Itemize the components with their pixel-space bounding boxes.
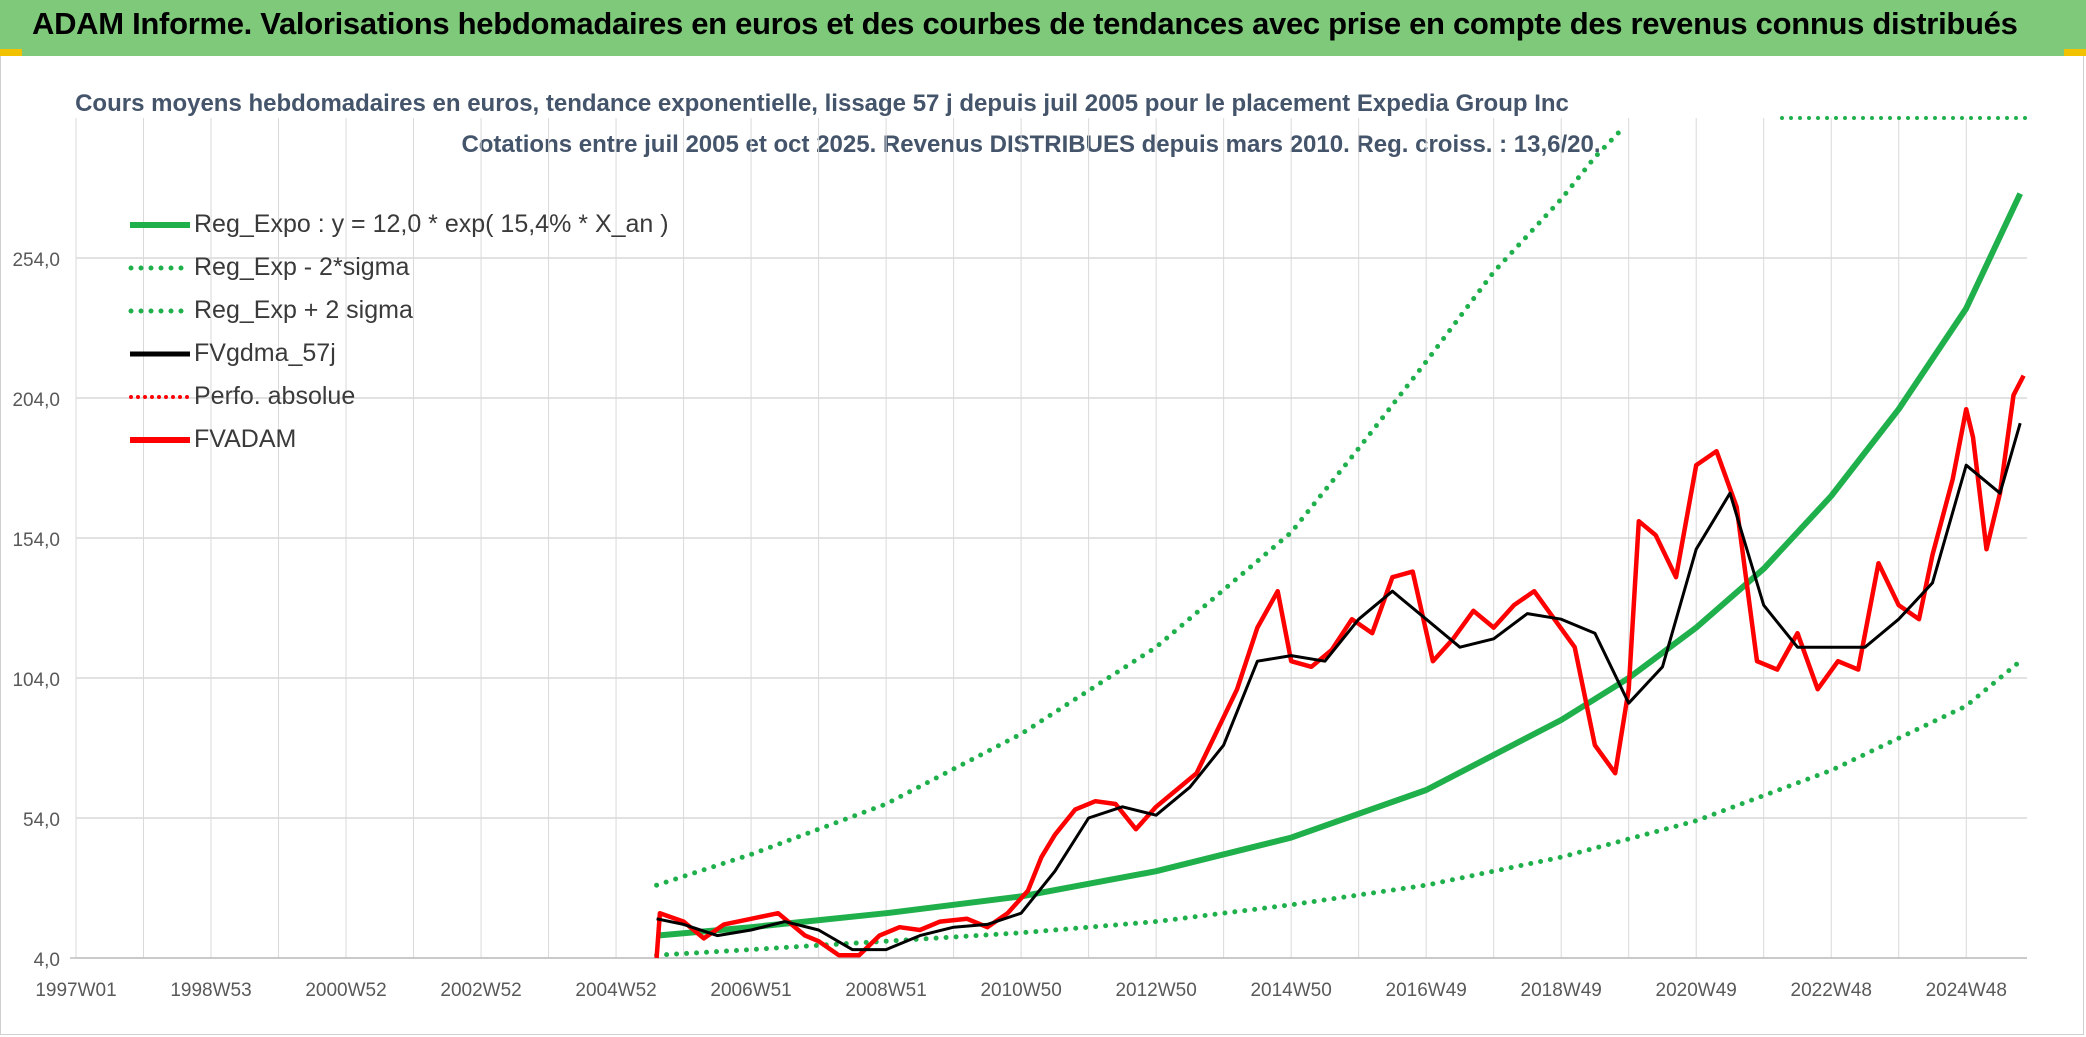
legend-label-fvgdma: FVgdma_57j [194,339,336,367]
x-tick-label: 2000W52 [305,980,386,1001]
x-tick-label: 2010W50 [980,980,1061,1001]
report-title: ADAM Informe. Valorisations hebdomadaire… [32,6,2018,41]
x-tick-label: 2016W49 [1386,980,1467,1001]
x-tick-label: 2022W48 [1791,980,1872,1001]
corner-mark-left [0,49,22,56]
header-bar: ADAM Informe. Valorisations hebdomadaire… [0,0,2086,56]
legend-swatch-reg-exp-plus [128,308,192,313]
x-tick-label: 1998W53 [170,980,251,1001]
y-tick-label: 4,0 [34,950,60,971]
x-tick-label: 1997W01 [35,980,116,1001]
x-tick-label: 2018W49 [1521,980,1602,1001]
legend-label-reg-exp-plus: Reg_Exp + 2 sigma [194,296,413,324]
y-tick-label: 254,0 [12,250,60,271]
series-line-3 [656,422,2022,952]
legend-item-reg-exp-minus: Reg_Exp - 2*sigma [128,246,669,289]
series-line-2 [654,126,1625,888]
chart-legend: Reg_Expo : y = 12,0 * exp( 15,4% * X_an … [128,203,669,461]
x-tick-label: 2008W51 [845,980,926,1001]
legend-swatch-reg-expo [130,221,190,228]
x-tick-label: 2024W48 [1926,980,2007,1001]
legend-label-perfo-absolue: Perfo. absolue [194,382,356,410]
y-tick-label: 154,0 [12,530,60,551]
legend-item-reg-expo: Reg_Expo : y = 12,0 * exp( 15,4% * X_an … [128,203,669,246]
legend-label-reg-exp-minus: Reg_Exp - 2*sigma [194,253,410,281]
series-line-1 [654,658,2023,958]
legend-label-fvadam: FVADAM [194,425,297,453]
legend-swatch-fvgdma [130,351,190,356]
x-tick-label: 2012W50 [1115,980,1196,1001]
x-tick-label: 2014W50 [1250,980,1331,1001]
legend-item-reg-exp-plus: Reg_Exp + 2 sigma [128,289,669,332]
legend-item-fvadam: FVADAM [128,418,669,461]
y-tick-label: 104,0 [12,670,60,691]
x-tick-label: 2004W52 [575,980,656,1001]
chart-subtitle: Cotations entre juil 2005 et oct 2025. R… [461,131,1601,158]
legend-swatch-perfo-absolue [129,394,192,399]
x-tick-label: 2006W51 [710,980,791,1001]
legend-swatch-fvadam [130,436,190,443]
y-tick-label: 204,0 [12,390,60,411]
y-tick-label: 54,0 [23,810,60,831]
series-line-5 [654,374,2026,959]
x-tick-label: 2002W52 [440,980,521,1001]
x-tick-label: 2020W49 [1656,980,1737,1001]
legend-item-perfo-absolue: Perfo. absolue [128,375,669,418]
chart-frame [0,56,2084,1035]
corner-mark-right [2064,49,2086,56]
chart-title: Cours moyens hebdomadaires en euros, ten… [75,90,1569,117]
legend-item-fvgdma: FVgdma_57j [128,332,669,375]
series-line-0 [656,192,2023,939]
legend-label-reg-expo: Reg_Expo : y = 12,0 * exp( 15,4% * X_an … [194,210,669,238]
legend-swatch-reg-exp-minus [128,265,192,270]
